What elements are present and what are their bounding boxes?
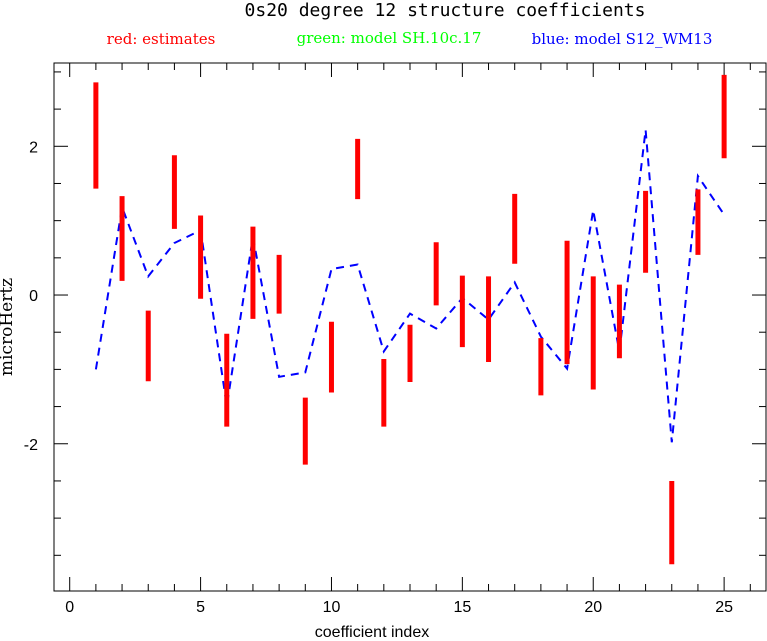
legend-estimates: red: estimates — [107, 30, 216, 48]
legend-model-s12-wm13: blue: model S12_WM13 — [532, 30, 713, 48]
x-tick-label: 20 — [584, 599, 602, 616]
x-axis-label: coefficient index — [315, 624, 429, 641]
chart-title: 0s20 degree 12 structure coefficients — [245, 0, 646, 21]
legend-model-sh10c17: green: model SH.10c.17 — [297, 29, 482, 47]
x-tick-label: 0 — [65, 599, 74, 616]
estimate-series — [93, 74, 727, 565]
y-tick-label: 0 — [29, 288, 38, 305]
axis-tick-labels: 0 5 10 15 20 25 -2 0 2 — [24, 139, 733, 616]
x-tick-label: 10 — [323, 599, 341, 616]
x-tick-label: 5 — [196, 599, 205, 616]
y-axis-label: microHertz — [0, 278, 17, 376]
model-series — [94, 129, 725, 443]
x-tick-label: 25 — [715, 599, 733, 616]
y-tick-label: -2 — [24, 437, 38, 454]
axis-ticks — [54, 63, 766, 591]
y-tick-label: 2 — [29, 139, 38, 156]
x-tick-label: 15 — [453, 599, 471, 616]
model-line — [94, 129, 725, 443]
